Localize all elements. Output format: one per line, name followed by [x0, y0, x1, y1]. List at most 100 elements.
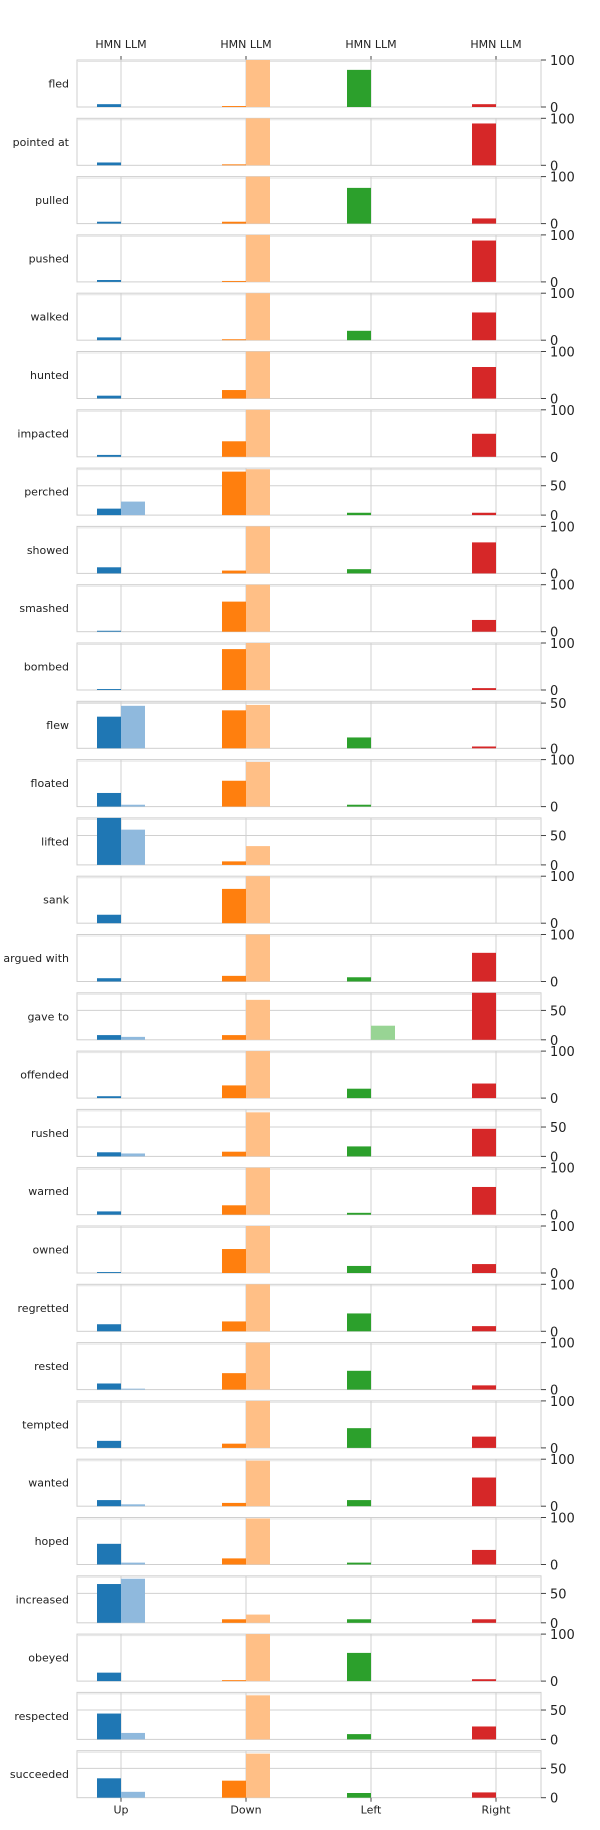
- bar-bombed-up-hmn: [97, 689, 121, 690]
- bar-sank-up-hmn: [97, 914, 121, 924]
- bar-argued-with-up-hmn: [97, 978, 121, 982]
- bar-bombed-right-hmn: [472, 688, 496, 690]
- panel-frame: [76, 525, 542, 574]
- panel-frame: [76, 234, 542, 283]
- y-tick-label: 50: [550, 1704, 567, 1719]
- bar-obeyed-left-hmn: [347, 1652, 371, 1682]
- y-tick-label: 0: [550, 1500, 558, 1515]
- panel-frame: [76, 292, 542, 341]
- y-tick-label: 100: [550, 637, 575, 652]
- bar-warned-up-hmn: [97, 1211, 121, 1215]
- verb-label: warned: [28, 1185, 69, 1198]
- y-tick-label: 100: [550, 1453, 575, 1468]
- bar-hunted-right-hmn: [472, 367, 496, 399]
- y-tick-label: 0: [550, 1733, 558, 1748]
- panel-frame: [76, 1633, 542, 1682]
- panel-tempted: tempted 0 100: [22, 1395, 575, 1457]
- bar-perched-down-llm: [246, 469, 270, 516]
- bar-increased-right-hmn: [472, 1619, 496, 1623]
- bar-rushed-down-hmn: [222, 1151, 246, 1157]
- bar-wanted-down-hmn: [222, 1502, 246, 1507]
- panel-frame: [76, 1575, 542, 1624]
- panel-frame: [76, 1108, 542, 1157]
- panel-pushed: pushed 0 100: [29, 229, 575, 291]
- verb-label: succeeded: [10, 1768, 69, 1781]
- bar-rushed-up-llm: [121, 1153, 145, 1157]
- verb-label: respected: [14, 1710, 69, 1723]
- y-tick-label: 50: [550, 830, 567, 845]
- bottom-axis-group-labels: Up Down Left Right: [113, 1797, 512, 1817]
- bar-gave-to-up-llm: [121, 1036, 145, 1040]
- panel-respected: respected 0 50: [14, 1691, 567, 1748]
- y-tick-label: 100: [550, 171, 575, 186]
- y-tick-label: 0: [550, 859, 558, 874]
- panel-frame: [76, 1050, 542, 1099]
- y-tick-label: 50: [550, 1587, 567, 1602]
- bar-rushed-up-hmn: [97, 1152, 121, 1157]
- y-tick-label: 100: [550, 346, 575, 361]
- bar-succeeded-down-llm: [246, 1753, 270, 1798]
- panel-walked: walked 0 100: [30, 287, 574, 349]
- y-tick-label: 0: [550, 1150, 558, 1165]
- panel-frame: [76, 1691, 542, 1740]
- verb-label: offended: [20, 1069, 69, 1082]
- verb-label: bombed: [24, 661, 69, 674]
- bar-regretted-left-hmn: [347, 1313, 371, 1332]
- verb-label: hunted: [30, 369, 69, 382]
- bar-wanted-down-llm: [246, 1460, 270, 1507]
- panel-hoped: hoped 0 100: [35, 1512, 575, 1574]
- bar-offended-down-llm: [246, 1051, 270, 1099]
- panel-frame: [76, 409, 542, 458]
- y-tick-label: 100: [550, 929, 575, 944]
- y-tick-label: 0: [550, 218, 558, 233]
- group-label-up: Up: [113, 1804, 128, 1817]
- bar-fled-left-hmn: [347, 69, 371, 107]
- bar-pulled-up-hmn: [97, 221, 121, 224]
- bar-pushed-right-hmn: [472, 240, 496, 282]
- panel-frame: [76, 817, 542, 866]
- bar-floated-down-hmn: [222, 780, 246, 807]
- bar-rested-right-hmn: [472, 1385, 496, 1390]
- bar-pushed-up-hmn: [97, 280, 121, 282]
- panel-lifted: lifted 0 50: [41, 817, 567, 874]
- verb-label: walked: [30, 311, 69, 324]
- bar-wanted-left-hmn: [347, 1500, 371, 1507]
- y-tick-label: 100: [550, 54, 575, 69]
- bar-perched-left-hmn: [347, 512, 371, 516]
- bar-hoped-left-hmn: [347, 1562, 371, 1565]
- panel-showed: showed 0 100: [27, 520, 575, 582]
- bar-succeeded-up-llm: [121, 1791, 145, 1798]
- panel-pulled: pulled 0 100: [35, 171, 575, 233]
- panel-frame: [76, 992, 542, 1041]
- panel-frame: [76, 642, 542, 691]
- bar-walked-down-llm: [246, 293, 270, 341]
- bar-offended-up-hmn: [97, 1096, 121, 1099]
- y-tick-label: 0: [550, 1209, 558, 1224]
- verb-label: pulled: [35, 194, 69, 207]
- group-label-right: Right: [482, 1804, 512, 1817]
- y-tick-label: 100: [550, 870, 575, 885]
- y-tick-label: 100: [550, 1045, 575, 1060]
- bar-pulled-down-llm: [246, 176, 270, 224]
- bar-showed-up-hmn: [97, 567, 121, 574]
- bar-flew-right-hmn: [472, 746, 496, 749]
- panel-frame: [76, 1342, 542, 1391]
- bar-bombed-down-llm: [246, 643, 270, 690]
- bar-increased-up-llm: [121, 1578, 145, 1623]
- verb-label: hoped: [35, 1535, 69, 1548]
- bar-gave-to-down-hmn: [222, 1035, 246, 1040]
- y-tick-label: 100: [550, 112, 575, 127]
- panel-floated: floated 0 100: [31, 754, 575, 816]
- y-tick-label: 0: [550, 101, 558, 116]
- bar-walked-left-hmn: [347, 330, 371, 341]
- bar-owned-down-llm: [246, 1226, 270, 1273]
- y-tick-label: 0: [550, 1092, 558, 1107]
- panel-frame: [76, 700, 542, 749]
- y-tick-label: 0: [550, 276, 558, 291]
- bar-warned-down-hmn: [222, 1205, 246, 1215]
- panel-pointed-at: pointed at 0 100: [13, 112, 575, 174]
- bar-owned-down-hmn: [222, 1249, 246, 1273]
- bar-fled-right-hmn: [472, 104, 496, 107]
- panel-owned: owned 0 100: [33, 1220, 575, 1282]
- y-tick-label: 0: [550, 917, 558, 932]
